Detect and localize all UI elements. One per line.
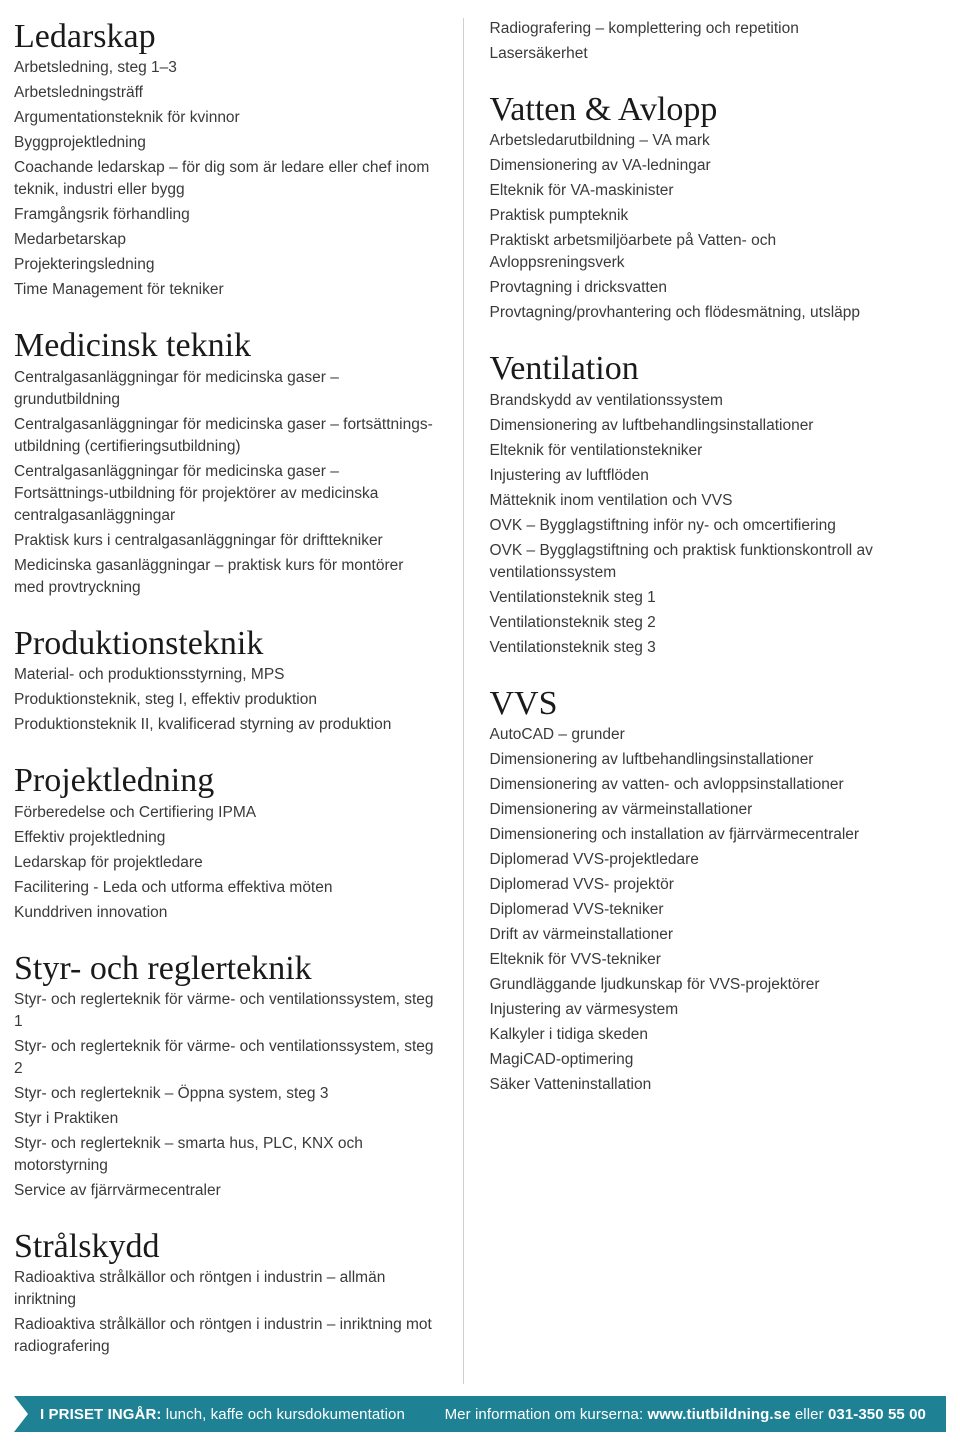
course-item: Medarbetarskap <box>14 229 437 251</box>
section: Vatten & AvloppArbetsledarutbildning – V… <box>490 91 913 324</box>
course-item: Säker Vatteninstallation <box>490 1074 913 1096</box>
left-column: LedarskapArbetsledning, steg 1–3 Arbetsle… <box>14 18 463 1384</box>
section: StrålskyddRadioaktiva strålkällor och rö… <box>14 1228 437 1358</box>
footer-left-text: I PRISET INGÅR: lunch, kaffe och kursdok… <box>14 1406 405 1423</box>
course-item: Praktisk pumpteknik <box>490 205 913 227</box>
course-item: Ventilationsteknik steg 2 <box>490 612 913 634</box>
course-item: Service av fjärrvärmecentraler <box>14 1180 437 1202</box>
section: Styr- och reglerteknikStyr- och reglerte… <box>14 950 437 1202</box>
course-item: Praktiskt arbetsmiljöarbete på Vatten- o… <box>490 230 913 274</box>
footer-right-mid: eller <box>791 1406 828 1423</box>
course-item: Förberedelse och Certifiering IPMA <box>14 802 437 824</box>
course-item: Dimensionering av värmeinstallationer <box>490 799 913 821</box>
course-item: Arbetsledningsträff <box>14 82 437 104</box>
course-item: Styr i Praktiken <box>14 1108 437 1130</box>
footer-right-pre: Mer information om kurserna: <box>445 1406 648 1423</box>
course-item: Medicinska gasanläggningar – praktisk ku… <box>14 555 437 599</box>
course-item: Material- och produktionsstyrning, MPS <box>14 664 437 686</box>
course-item: Diplomerad VVS- projektör <box>490 874 913 896</box>
section: Ventilation Brandskydd av ventilationssys… <box>490 350 913 658</box>
course-item: Diplomerad VVS-tekniker <box>490 899 913 921</box>
course-item: Dimensionering och installation av fjärr… <box>490 824 913 846</box>
course-item: Radioaktiva strålkällor och röntgen i in… <box>14 1314 437 1358</box>
course-item: Arbetsledning, steg 1–3 <box>14 57 437 79</box>
section-title: VVS <box>490 685 913 722</box>
course-item: Drift av värmeinstallationer <box>490 924 913 946</box>
course-item: Time Management för tekniker <box>14 279 437 301</box>
footer-left-bold: I PRISET INGÅR: <box>40 1406 162 1423</box>
course-item: Kalkyler i tidiga skeden <box>490 1024 913 1046</box>
course-item: Provtagning i dricksvatten <box>490 277 913 299</box>
course-item: Elteknik för VA-maskinister <box>490 180 913 202</box>
section-title: Ventilation <box>490 350 913 387</box>
course-item: Projekteringsledning <box>14 254 437 276</box>
course-item: Styr- och reglerteknik för värme- och ve… <box>14 989 437 1033</box>
course-item: Facilitering - Leda och utforma effektiv… <box>14 877 437 899</box>
course-item: Elteknik för ventilationstekniker <box>490 440 913 462</box>
course-item: Styr- och reglerteknik – smarta hus, PLC… <box>14 1133 437 1177</box>
section: ProduktionsteknikMaterial- och produktio… <box>14 625 437 736</box>
course-item: Framgångsrik förhandling <box>14 204 437 226</box>
course-item: Radiografering – komplettering och repet… <box>490 18 913 40</box>
right-top-items: Radiografering – komplettering och repet… <box>490 18 913 65</box>
section-title: Strålskydd <box>14 1228 437 1265</box>
content-columns: LedarskapArbetsledning, steg 1–3 Arbetsle… <box>0 0 960 1384</box>
course-item: Arbetsledarutbildning – VA mark <box>490 130 913 152</box>
course-item: Produktionsteknik II, kvalificerad styrn… <box>14 714 437 736</box>
footer-right-phone: 031-350 55 00 <box>828 1406 926 1423</box>
course-item: Dimensionering av VA-ledningar <box>490 155 913 177</box>
course-item: Elteknik för VVS-tekniker <box>490 949 913 971</box>
course-item: Styr- och reglerteknik – Öppna system, s… <box>14 1083 437 1105</box>
course-item: Injustering av luftflöden <box>490 465 913 487</box>
right-column: Radiografering – komplettering och repet… <box>463 18 931 1384</box>
course-item: Lasersäkerhet <box>490 43 913 65</box>
section-title: Vatten & Avlopp <box>490 91 913 128</box>
section-title: Produktionsteknik <box>14 625 437 662</box>
course-item: Dimensionering av luftbehandlingsinstall… <box>490 415 913 437</box>
course-item: Coachande ledarskap – för dig som är led… <box>14 157 437 201</box>
course-item: Ledarskap för projektledare <box>14 852 437 874</box>
course-item: Radioaktiva strålkällor och röntgen i in… <box>14 1267 437 1311</box>
footer-right-url: www.tiutbildning.se <box>648 1406 791 1423</box>
course-item: OVK – Bygglagstiftning och praktisk funk… <box>490 540 913 584</box>
section: Projektledning Förberedelse och Certifier… <box>14 762 437 923</box>
footer-left-rest: lunch, kaffe och kursdokumentation <box>162 1406 405 1423</box>
course-item: Centralgasanläggningar för medicinska ga… <box>14 414 437 458</box>
course-item: MagiCAD-optimering <box>490 1049 913 1071</box>
course-item: Dimensionering av luftbehandlingsinstall… <box>490 749 913 771</box>
course-item: Kunddriven innovation <box>14 902 437 924</box>
course-item: Provtagning/provhantering och flödesmätn… <box>490 302 913 324</box>
section-title: Medicinsk teknik <box>14 327 437 364</box>
section: LedarskapArbetsledning, steg 1–3 Arbetsle… <box>14 18 437 301</box>
course-item: Centralgasanläggningar för medicinska ga… <box>14 461 437 527</box>
footer-right-text: Mer information om kurserna: www.tiutbil… <box>445 1406 926 1423</box>
course-item: Ventilationsteknik steg 1 <box>490 587 913 609</box>
course-item: Effektiv projektledning <box>14 827 437 849</box>
course-item: Diplomerad VVS-projektledare <box>490 849 913 871</box>
section-title: Ledarskap <box>14 18 437 55</box>
section: VVSAutoCAD – grunder Dimensionering av lu… <box>490 685 913 1096</box>
course-item: AutoCAD – grunder <box>490 724 913 746</box>
footer-bar: I PRISET INGÅR: lunch, kaffe och kursdok… <box>14 1396 946 1432</box>
course-item: Byggprojektledning <box>14 132 437 154</box>
course-item: Styr- och reglerteknik för värme- och ve… <box>14 1036 437 1080</box>
section: Medicinsk teknikCentralgasanläggningar f… <box>14 327 437 598</box>
course-item: Dimensionering av vatten- och avloppsins… <box>490 774 913 796</box>
course-item: Argumentationsteknik för kvinnor <box>14 107 437 129</box>
course-item: Praktisk kurs i centralgasanläggningar f… <box>14 530 437 552</box>
course-item: OVK – Bygglagstiftning inför ny- och omc… <box>490 515 913 537</box>
course-item: Injustering av värmesystem <box>490 999 913 1021</box>
course-item: Mätteknik inom ventilation och VVS <box>490 490 913 512</box>
section-title: Projektledning <box>14 762 437 799</box>
section-title: Styr- och reglerteknik <box>14 950 437 987</box>
course-item: Centralgasanläggningar för medicinska ga… <box>14 367 437 411</box>
course-item: Ventilationsteknik steg 3 <box>490 637 913 659</box>
course-item: Brandskydd av ventilationssystem <box>490 390 913 412</box>
course-item: Produktionsteknik, steg I, effektiv prod… <box>14 689 437 711</box>
course-item: Grundläggande ljudkunskap för VVS-projek… <box>490 974 913 996</box>
